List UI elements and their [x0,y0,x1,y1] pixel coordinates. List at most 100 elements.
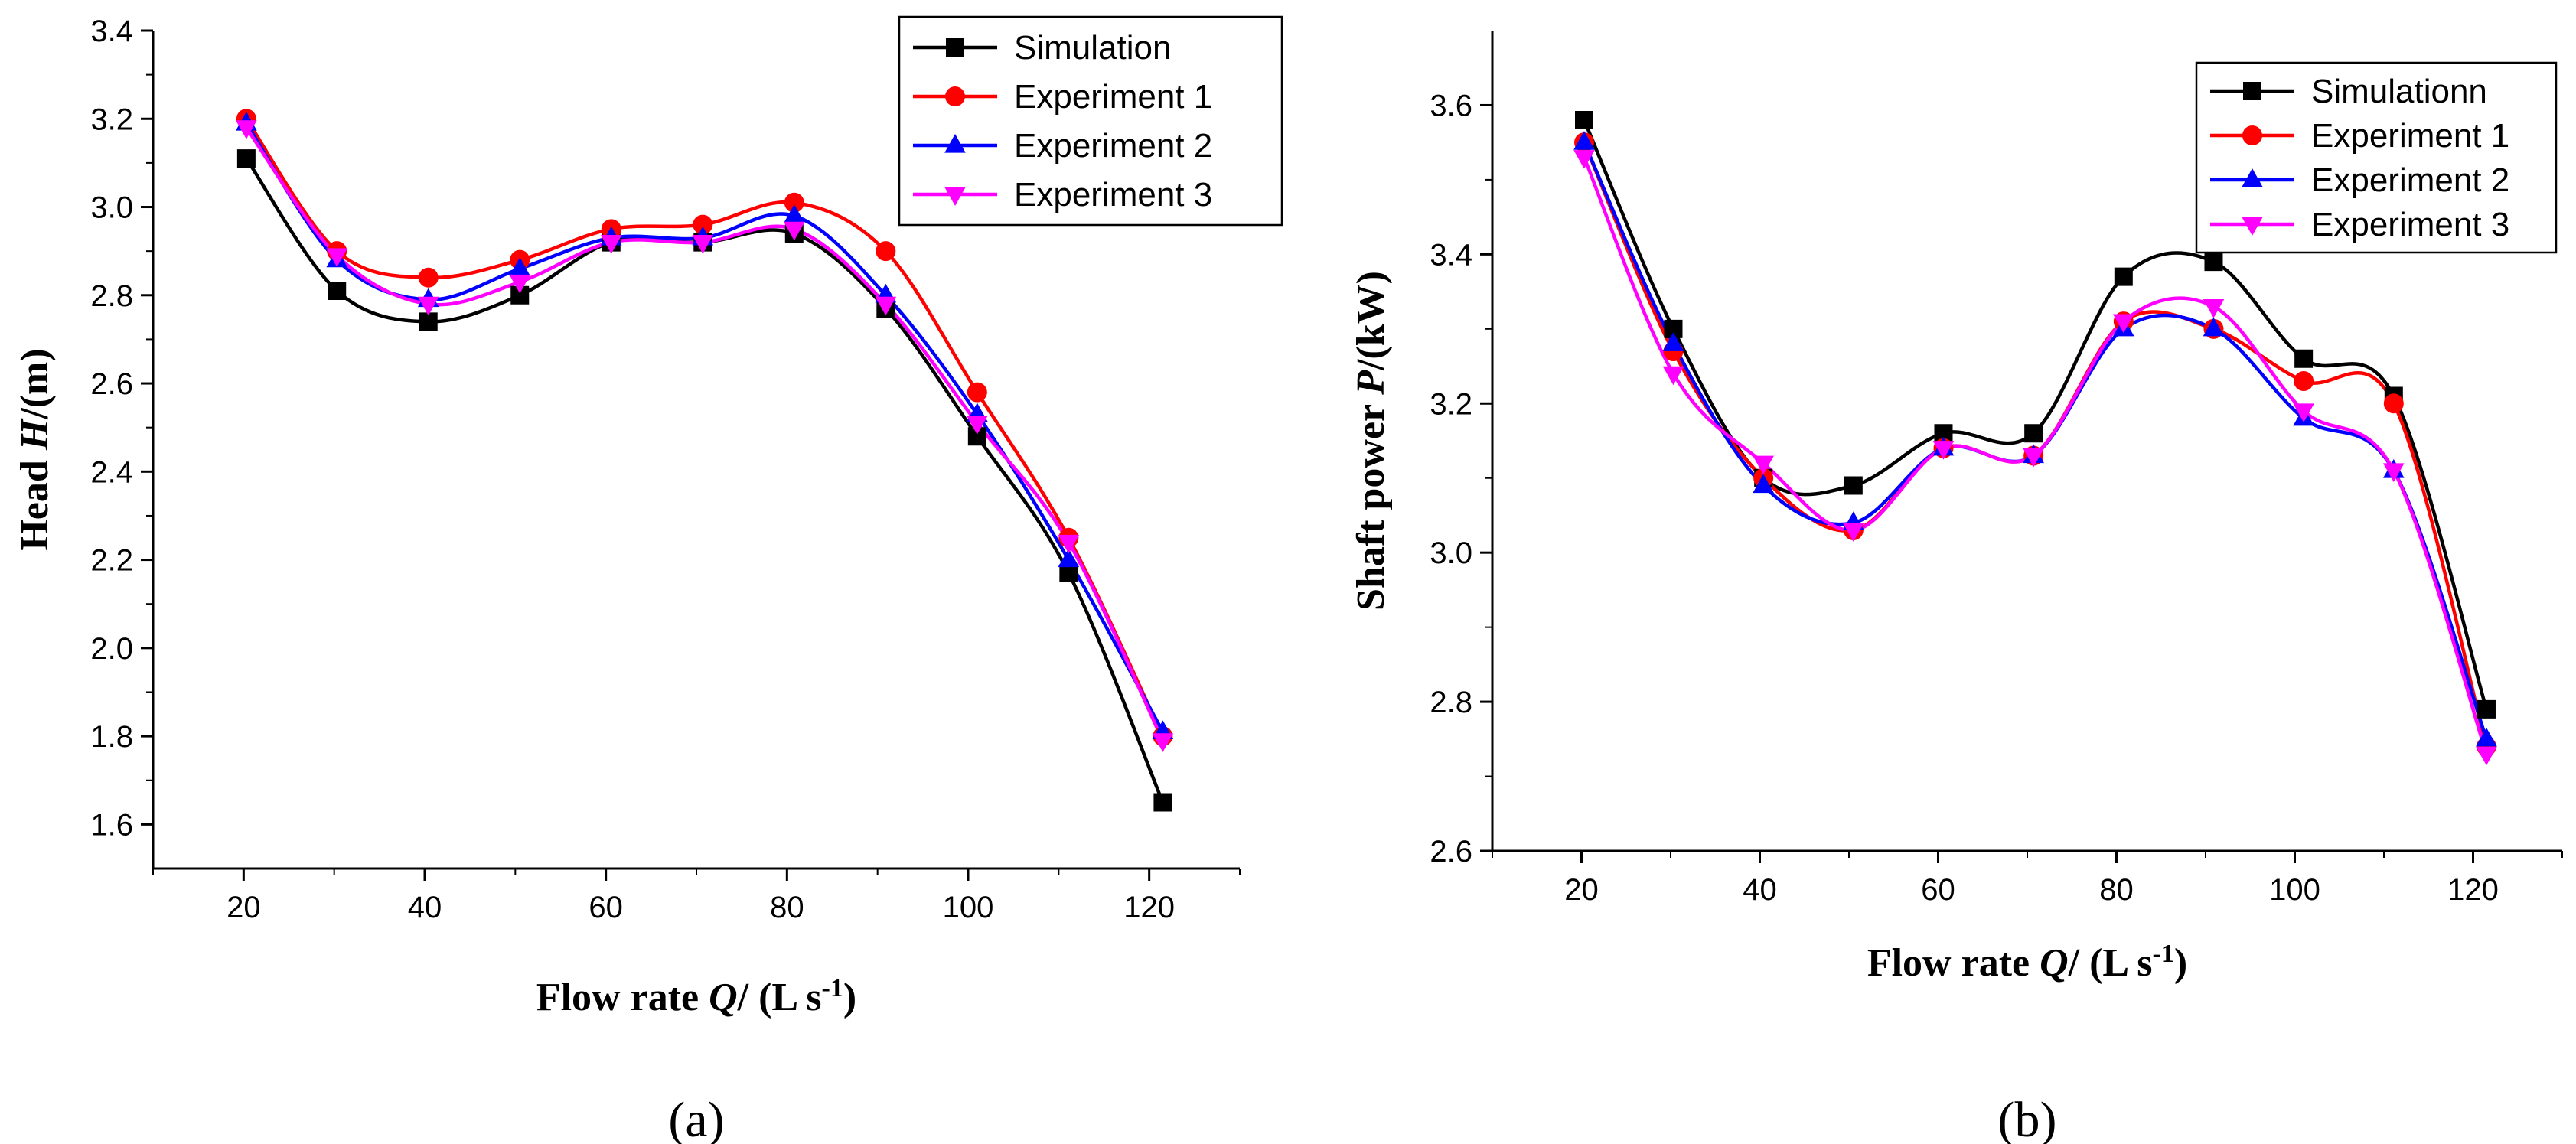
data-point-series-2 [1753,474,1774,494]
y-tick-label: 1.6 [90,808,133,842]
y-tick-label: 2.4 [90,455,133,489]
legend-marker [944,134,966,153]
series-line-3 [245,126,1165,741]
y-tick-label: 2.8 [1430,686,1472,719]
legend-label: Simulationn [2311,73,2487,110]
legend-marker [2242,217,2263,236]
data-point-series-3 [967,416,988,435]
x-tick-label: 120 [1123,891,1175,924]
y-tick-label: 2.2 [90,544,133,578]
data-point-series-1 [693,214,713,235]
legend-marker [946,38,964,57]
y-tick-label: 3.2 [1430,387,1472,421]
data-point-series-0 [967,427,986,446]
y-axis-title-unit: /(kW) [1349,271,1393,371]
data-point-series-1 [418,267,439,288]
y-axis-title-var: H [13,418,57,451]
x-axis-title: Flow rate Q/ (L s-1) [1867,940,2187,986]
legend-label: Experiment 1 [2311,117,2509,155]
data-point-series-3 [1152,733,1174,752]
data-point-series-3 [1753,455,1774,475]
x-tick-label: 60 [1921,873,1955,907]
data-point-series-3 [784,221,805,241]
x-tick-label: 20 [227,891,261,924]
legend-marker [2243,82,2261,100]
legend-marker [2242,168,2263,187]
data-point-series-2 [1573,131,1595,150]
data-point-series-0 [1664,319,1683,338]
data-point-series-0 [1059,563,1078,582]
data-point-series-1 [784,192,804,213]
data-point-series-3 [417,296,439,316]
data-point-series-0 [328,282,347,301]
data-point-series-0 [236,149,256,168]
x-tick-label: 20 [1564,873,1599,907]
data-point-series-3 [1843,523,1864,542]
y-tick-label: 3.4 [1430,238,1472,272]
data-point-series-1 [2383,393,2404,414]
data-point-series-0 [2477,699,2496,719]
data-point-series-2 [784,204,805,223]
data-point-series-3 [2113,314,2134,334]
x-tick-label: 100 [943,891,994,924]
data-point-series-3 [326,248,348,267]
y-axis-title-var: P [1349,370,1393,396]
data-point-series-3 [600,235,622,254]
x-axis-title-unit: / (L s [2068,941,2153,985]
data-point-series-1 [876,241,896,262]
y-tick-label: 2.6 [1430,835,1472,869]
data-point-series-0 [510,285,530,305]
x-axis-title-unit: / (L s [737,976,822,1019]
data-point-series-3 [1932,441,1955,460]
legend-label: Experiment 2 [2311,161,2509,199]
data-point-series-3 [2383,463,2405,482]
panel-label: (a) [668,1092,724,1144]
data-point-series-0 [1153,793,1172,812]
data-point-series-1 [2294,371,2314,392]
x-tick-label: 40 [408,891,442,924]
data-point-series-2 [2203,317,2225,337]
y-tick-label: 2.8 [90,279,133,313]
x-tick-label: 80 [770,891,804,924]
y-tick-label: 2.6 [90,367,133,401]
data-point-series-2 [2476,727,2497,747]
x-tick-label: 40 [1743,873,1777,907]
data-point-series-1 [967,382,987,403]
y-axis-title-main: Head [13,450,57,550]
x-axis-title: Flow rate Q/ (L s-1) [536,974,856,1020]
data-point-series-0 [419,312,438,331]
y-tick-label: 3.0 [90,191,133,225]
legend-label: Simulation [1014,29,1171,67]
legend-marker [945,86,965,106]
data-point-series-0 [2204,253,2223,272]
chart-b: 2.6 2.8 3.0 3.2 3.4 3.6 20 40 60 80 100 120 Simulati… [1349,31,2563,1144]
y-tick-label: 3.4 [90,15,133,48]
data-point-series-3 [2023,448,2044,468]
legend-label: Experiment 2 [1014,127,1212,165]
legend-label: Experiment 3 [2311,206,2509,243]
data-point-series-3 [2476,746,2497,766]
data-point-series-0 [2024,424,2043,443]
series-line-0 [1582,119,2489,710]
legend-label: Experiment 3 [1014,176,1212,213]
data-point-series-3 [875,296,897,316]
x-axis-title-end: ) [2174,941,2187,985]
x-axis-title-exponent: -1 [2152,940,2173,968]
legend-marker [2242,125,2262,145]
y-axis-title-main: Shaft power [1349,395,1393,611]
data-point-series-0 [2294,349,2314,368]
legend-label: Experiment 1 [1014,78,1212,116]
y-tick-label: 3.6 [1430,89,1472,122]
data-point-series-2 [509,257,531,276]
x-axis-title-exponent: -1 [821,974,843,1002]
x-tick-label: 80 [2099,873,2134,907]
data-point-series-3 [2203,298,2225,318]
x-axis-title-main: Flow rate [1867,941,2040,985]
x-axis-title-end: ) [843,976,856,1019]
x-tick-label: 120 [2447,873,2499,907]
data-point-series-0 [1844,476,1863,495]
legend-marker [944,187,966,206]
x-tick-label: 60 [589,891,623,924]
y-axis-title-unit: /(m) [13,348,57,419]
